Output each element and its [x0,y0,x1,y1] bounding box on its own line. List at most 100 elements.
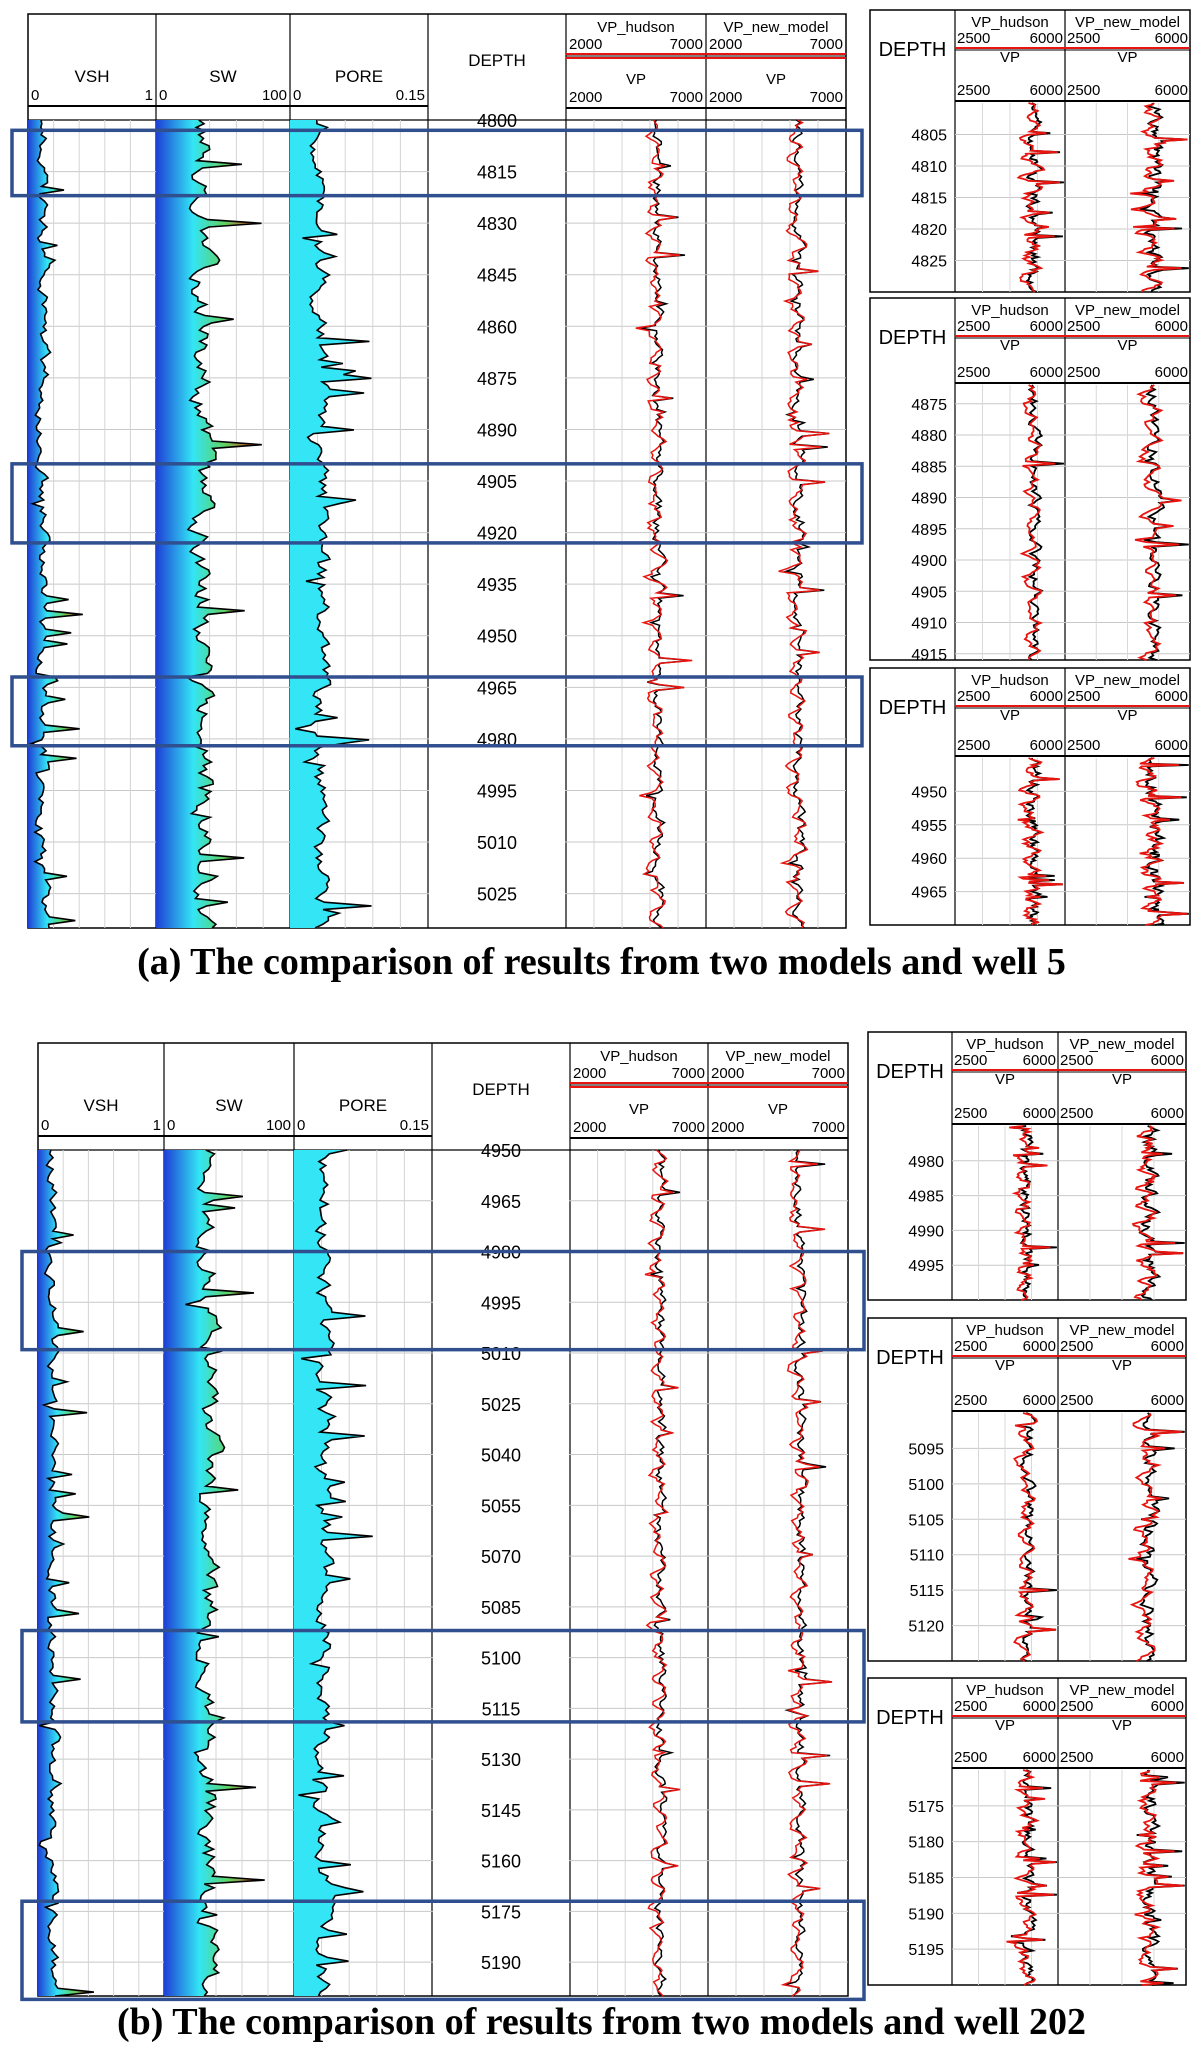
zoom-bottom-title: VP [1112,1717,1132,1734]
zoom-bottom-scale-min: 2500 [954,1105,987,1122]
vp-track-title-1: VP_new_model [723,19,828,36]
zoom-vp-modeled-curve [1128,1412,1183,1662]
track-scale-max: 100 [262,87,287,104]
depth-tick-label: 4830 [477,214,517,234]
depth-track-title: DEPTH [472,1080,530,1099]
depth-tick-label: 4950 [481,1141,521,1161]
track-scale-max: 1 [145,87,153,104]
highlight-interval-box [20,1249,866,1352]
zoom-depth-title: DEPTH [879,697,947,719]
sw-fill [164,1150,265,1996]
zoom-bottom-scale-max: 6000 [1023,1749,1056,1766]
depth-tick-label: 4890 [477,420,517,440]
depth-tick-label: 5175 [481,1902,521,1922]
zoom-bottom-title: VP [1000,49,1020,66]
depth-tick-label: 5055 [481,1496,521,1516]
zoom-bottom-title: VP [1000,337,1020,354]
vp-track-title-0: VP_hudson [600,1048,678,1065]
vp-top-scale-max: 7000 [812,1065,845,1082]
zoom-depth-tick-label: 5195 [908,1942,944,1959]
track-scale-min: 0 [167,1117,175,1134]
zoom-depth-tick-label: 4880 [911,428,947,445]
depth-tick-label: 5190 [481,1953,521,1973]
zoom-vp-measured-curve [1027,384,1064,661]
zoom-depth-title: DEPTH [879,327,947,349]
zoom-track-title-0: VP_hudson [966,1322,1044,1339]
zoom-depth-tick-label: 4875 [911,397,947,414]
track-scale-min: 0 [297,1117,305,1134]
zoom-bottom-title: VP [995,1071,1015,1088]
vp-bottom-scale-min: 2000 [573,1119,606,1136]
zoom-track-title-1: VP_new_model [1075,672,1180,689]
zoom-bottom-scale-min: 2500 [957,737,990,754]
zoom-top-scale-min: 2500 [1067,30,1100,47]
zoom-depth-title: DEPTH [879,39,947,61]
zoom-depth-title: DEPTH [876,1061,944,1083]
depth-tick-label: 4815 [477,163,517,183]
zoom-depth-tick-label: 5180 [908,1835,944,1852]
depth-tick-label: 5115 [482,1699,521,1719]
zoom-top-scale-min: 2500 [954,1698,987,1715]
zoom-depth-tick-label: 4985 [908,1189,944,1206]
zoom-depth-tick-label: 4825 [911,254,947,271]
zoom-top-scale-max: 6000 [1151,1052,1184,1069]
zoom-track-title-1: VP_new_model [1069,1682,1174,1699]
track-title-pore: PORE [339,1096,387,1115]
highlight-interval-box [10,462,864,545]
zoom-top-scale-max: 6000 [1023,1338,1056,1355]
track-scale-min: 0 [31,87,39,104]
track-title-vsh: VSH [75,67,110,86]
vp-track-title-1: VP_new_model [725,1048,830,1065]
vp-measured-curve-0 [640,119,691,929]
zoom-depth-tick-label: 4990 [908,1223,944,1240]
zoom-bottom-scale-min: 2500 [1060,1105,1093,1122]
zoom-bottom-title: VP [1117,49,1137,66]
zoom-bottom-title: VP [1000,707,1020,724]
zoom-bottom-scale-max: 6000 [1023,1392,1056,1409]
vp-bottom-scale-min: 2000 [709,89,742,106]
vp-bottom-title: VP [626,71,646,88]
zoom-track-title-1: VP_new_model [1075,14,1180,31]
zoom-bottom-scale-min: 2500 [957,364,990,381]
depth-track-bg [433,1151,569,1995]
zoom-top-scale-max: 6000 [1155,688,1188,705]
zoom-depth-tick-label: 4815 [911,191,947,208]
depth-tick-label: 5085 [481,1598,521,1618]
highlight-interval-box [20,1899,866,2002]
zoom-top-scale-max: 6000 [1151,1338,1184,1355]
zoom-vp-modeled-curve [1135,757,1188,926]
zoom-bottom-scale-max: 6000 [1151,1392,1184,1409]
zoom-depth-tick-label: 5100 [908,1477,944,1494]
zoom-bottom-scale-max: 6000 [1155,364,1188,381]
zoom-depth-tick-label: 4805 [911,128,947,145]
vp-measured-curve-0 [650,1149,681,1997]
depth-tick-label: 5100 [481,1649,521,1669]
zoom-vp-modeled-curve [1134,384,1182,661]
zoom-frame [869,9,1191,293]
vp-bottom-scale-max: 7000 [810,89,843,106]
zoom-top-scale-max: 6000 [1023,1698,1056,1715]
zoom-bottom-title: VP [1117,337,1137,354]
depth-tick-label: 4920 [477,524,517,544]
zoom-bottom-title: VP [1112,1357,1132,1374]
zoom-top-scale-min: 2500 [957,318,990,335]
highlight-interval-box [20,1628,866,1724]
vsh-fill [38,1150,94,1996]
vp-bottom-title: VP [768,1101,788,1118]
zoom-bottom-scale-max: 6000 [1023,1105,1056,1122]
zoom-depth-tick-label: 5115 [910,1583,945,1600]
track-scale-max: 100 [266,1117,291,1134]
zoom-bottom-scale-max: 6000 [1155,737,1188,754]
vp-bottom-title: VP [629,1101,649,1118]
zoom-vp-measured-curve [1017,1412,1057,1662]
vp-modeled-curve-0 [635,119,693,929]
zoom-track-title-0: VP_hudson [971,672,1049,689]
zoom-bottom-scale-min: 2500 [957,82,990,99]
zoom-depth-tick-label: 4910 [911,616,947,633]
zoom-depth-tick-label: 5105 [908,1512,944,1529]
